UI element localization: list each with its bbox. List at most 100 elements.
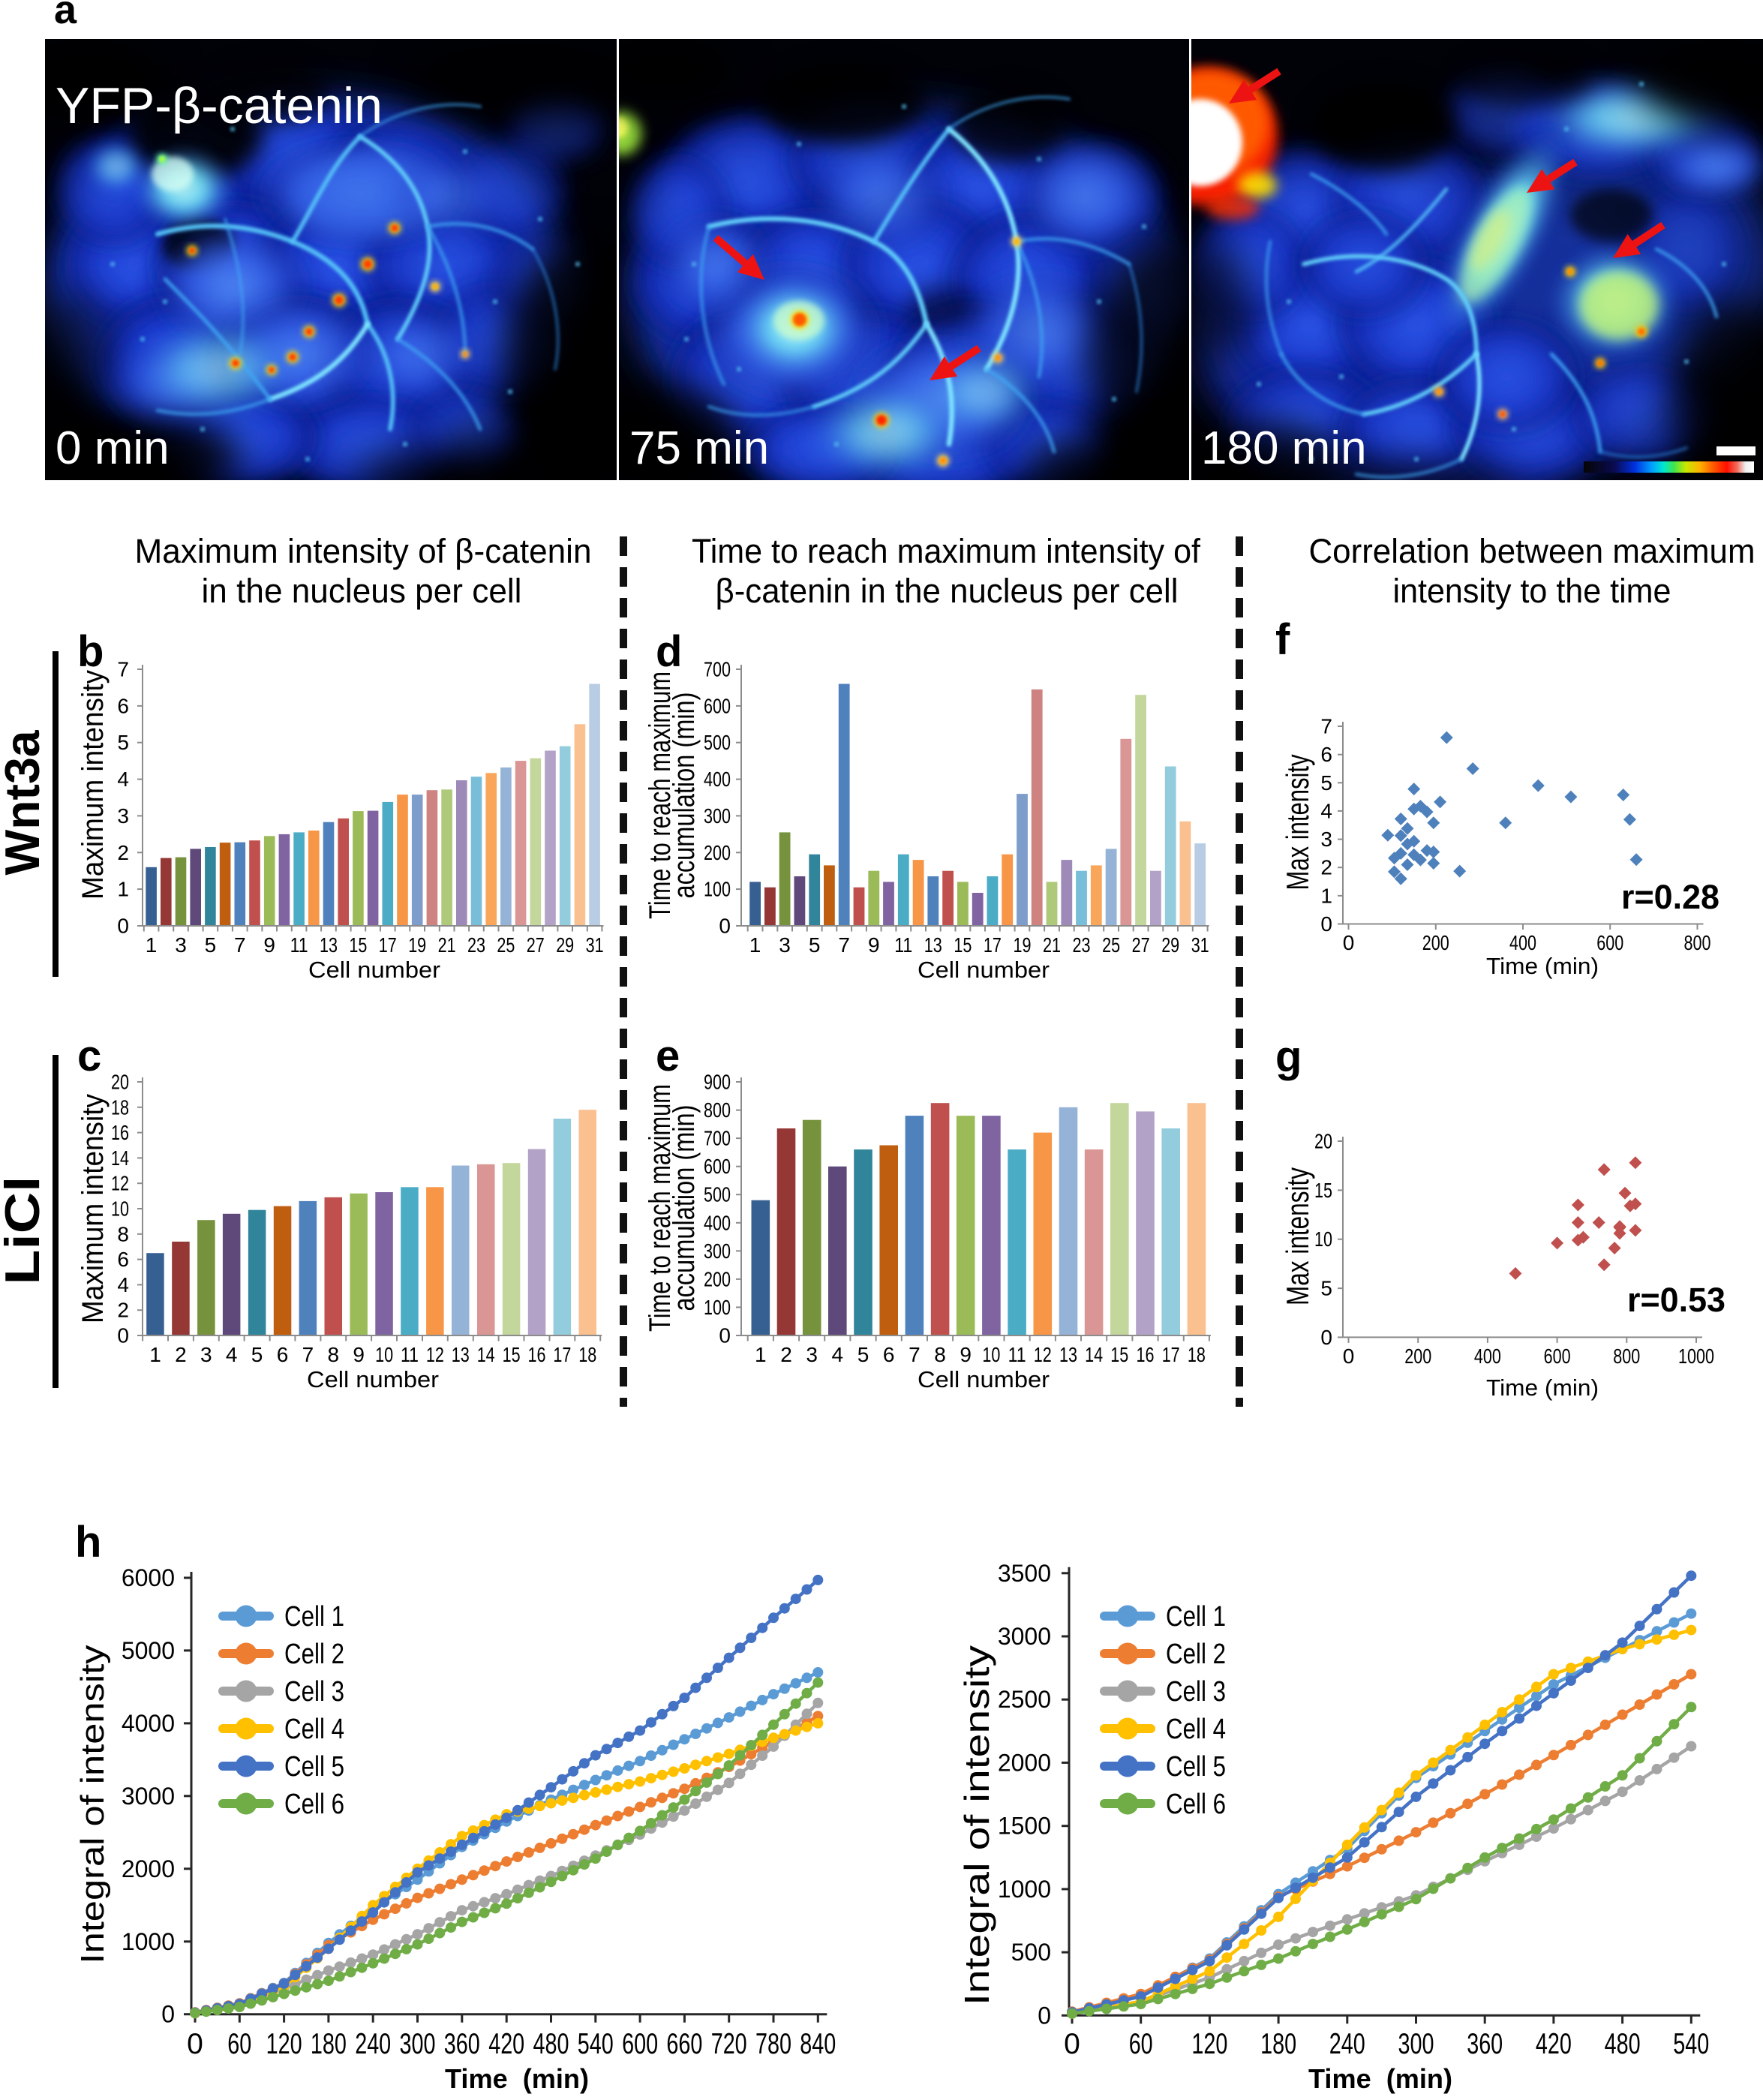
- svg-text:6: 6: [277, 1343, 289, 1366]
- svg-text:240: 240: [355, 2028, 391, 2060]
- svg-text:1: 1: [117, 878, 129, 901]
- svg-text:accumulation (min): accumulation (min): [668, 1105, 701, 1311]
- svg-text:f: f: [1275, 615, 1290, 664]
- svg-text:3: 3: [779, 933, 791, 957]
- svg-text:4: 4: [832, 1343, 844, 1366]
- svg-text:Cell 5: Cell 5: [1166, 1751, 1226, 1783]
- svg-text:Cell 2: Cell 2: [284, 1639, 344, 1670]
- svg-text:Cell 3: Cell 3: [1166, 1676, 1226, 1708]
- svg-text:Cell 1: Cell 1: [284, 1601, 344, 1633]
- svg-text:31: 31: [1191, 933, 1209, 957]
- svg-text:g: g: [1275, 1032, 1302, 1081]
- svg-text:300: 300: [400, 2028, 436, 2060]
- svg-text:540: 540: [1673, 2028, 1709, 2060]
- svg-text:12: 12: [1034, 1343, 1052, 1366]
- svg-text:21: 21: [438, 933, 456, 957]
- svg-text:5: 5: [809, 933, 821, 957]
- svg-text:10: 10: [111, 1197, 129, 1221]
- svg-text:14: 14: [111, 1146, 129, 1170]
- svg-text:Max intensity: Max intensity: [1280, 1167, 1315, 1305]
- svg-text:29: 29: [1161, 933, 1179, 957]
- svg-text:Time (min): Time (min): [445, 2063, 589, 2094]
- svg-text:360: 360: [444, 2028, 480, 2060]
- svg-text:Max intensity: Max intensity: [1280, 755, 1315, 891]
- svg-text:16: 16: [528, 1343, 546, 1366]
- svg-text:600: 600: [704, 694, 731, 717]
- svg-text:2: 2: [117, 841, 129, 864]
- svg-text:300: 300: [704, 1239, 731, 1263]
- svg-text:9: 9: [263, 933, 275, 957]
- svg-text:180 min: 180 min: [1201, 422, 1367, 474]
- svg-text:7: 7: [909, 1343, 921, 1366]
- svg-text:1: 1: [755, 1343, 767, 1366]
- svg-text:2: 2: [1320, 856, 1332, 879]
- svg-text:2500: 2500: [998, 1686, 1051, 1713]
- svg-text:0: 0: [117, 915, 129, 938]
- svg-text:800: 800: [704, 1098, 731, 1122]
- svg-text:10: 10: [375, 1343, 393, 1366]
- svg-text:15: 15: [954, 933, 972, 957]
- svg-text:6: 6: [117, 1248, 129, 1271]
- svg-text:15: 15: [1314, 1179, 1332, 1202]
- svg-text:5: 5: [117, 731, 129, 754]
- svg-text:18: 18: [1188, 1343, 1206, 1366]
- svg-text:5: 5: [1320, 771, 1332, 795]
- svg-text:2000: 2000: [998, 1749, 1051, 1776]
- svg-text:800: 800: [1684, 931, 1711, 954]
- svg-text:a: a: [54, 0, 77, 32]
- svg-text:2: 2: [780, 1343, 792, 1366]
- svg-text:14: 14: [477, 1343, 495, 1366]
- svg-text:17: 17: [553, 1343, 571, 1366]
- svg-text:100: 100: [704, 878, 731, 901]
- svg-text:17: 17: [1162, 1343, 1180, 1366]
- svg-text:200: 200: [1404, 1344, 1431, 1368]
- svg-text:3000: 3000: [122, 1783, 175, 1810]
- svg-text:Cell 4: Cell 4: [284, 1714, 344, 1745]
- svg-text:200: 200: [704, 841, 731, 864]
- svg-text:3: 3: [1320, 828, 1332, 851]
- svg-text:5000: 5000: [122, 1637, 175, 1664]
- svg-text:4: 4: [117, 1273, 129, 1296]
- svg-text:9: 9: [353, 1343, 365, 1366]
- svg-text:120: 120: [1191, 2028, 1227, 2060]
- svg-text:180: 180: [1260, 2028, 1296, 2060]
- svg-text:9: 9: [868, 933, 880, 957]
- svg-text:0: 0: [117, 1324, 129, 1347]
- svg-text:3000: 3000: [998, 1623, 1051, 1650]
- svg-text:5: 5: [251, 1343, 263, 1366]
- svg-text:75 min: 75 min: [629, 422, 769, 474]
- svg-text:1: 1: [1320, 884, 1332, 907]
- svg-text:360: 360: [1467, 2028, 1503, 2060]
- svg-text:27: 27: [527, 933, 545, 957]
- svg-text:7: 7: [1320, 715, 1332, 738]
- svg-text:Cell 2: Cell 2: [1166, 1639, 1226, 1670]
- svg-text:Cell 5: Cell 5: [284, 1751, 344, 1783]
- svg-text:6: 6: [883, 1343, 895, 1366]
- svg-text:16: 16: [1137, 1343, 1155, 1366]
- svg-text:660: 660: [666, 2028, 702, 2060]
- svg-text:YFP-β-catenin: YFP-β-catenin: [56, 77, 383, 134]
- svg-text:3: 3: [806, 1343, 818, 1366]
- svg-text:1500: 1500: [998, 1813, 1051, 1840]
- svg-text:Integral of intensity: Integral of intensity: [957, 1645, 996, 2005]
- svg-text:0: 0: [1320, 912, 1332, 936]
- svg-text:60: 60: [1129, 2028, 1153, 2060]
- svg-text:r=0.53: r=0.53: [1627, 1281, 1725, 1319]
- svg-text:0: 0: [1064, 2028, 1080, 2060]
- svg-text:Integral of intensity: Integral of intensity: [74, 1645, 111, 1964]
- svg-text:12: 12: [426, 1343, 444, 1366]
- svg-text:Cell number: Cell number: [307, 1366, 439, 1392]
- svg-text:0: 0: [1343, 1344, 1355, 1368]
- svg-text:1: 1: [749, 933, 761, 957]
- svg-text:15: 15: [503, 1343, 521, 1366]
- svg-text:23: 23: [467, 933, 485, 957]
- svg-text:540: 540: [578, 2028, 614, 2060]
- svg-text:5: 5: [205, 933, 217, 957]
- svg-text:720: 720: [711, 2028, 747, 2060]
- svg-text:18: 18: [111, 1095, 129, 1119]
- svg-text:3: 3: [175, 933, 187, 957]
- svg-text:6000: 6000: [122, 1564, 175, 1591]
- svg-text:4: 4: [226, 1343, 238, 1366]
- svg-text:8: 8: [328, 1343, 340, 1366]
- svg-text:2: 2: [117, 1299, 129, 1322]
